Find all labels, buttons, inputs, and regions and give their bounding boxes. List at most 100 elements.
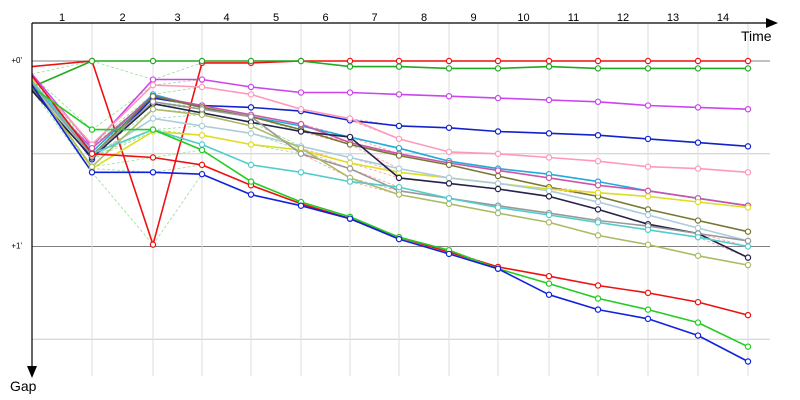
data-point [594, 306, 602, 313]
data-point [644, 211, 652, 219]
data-point [395, 57, 403, 65]
data-point [149, 154, 157, 161]
position-connector [91, 157, 154, 168]
data-point [297, 120, 305, 128]
data-point [149, 57, 157, 65]
x-axis-label: Time [741, 28, 772, 44]
data-point [88, 169, 96, 176]
data-point [694, 319, 702, 326]
data-point [346, 215, 354, 222]
position-connector [300, 129, 351, 144]
data-point [247, 83, 255, 91]
data-point [445, 148, 453, 156]
data-point [594, 65, 602, 72]
data-point [494, 204, 502, 211]
lap-label: 5 [273, 12, 279, 24]
data-point [198, 141, 206, 148]
data-point [247, 122, 255, 130]
position-connector [152, 101, 203, 108]
data-point [445, 250, 453, 258]
data-point [744, 343, 752, 350]
data-point [297, 128, 305, 135]
data-point [247, 57, 255, 65]
position-connectors [31, 60, 749, 362]
data-point [346, 154, 354, 161]
data-point [694, 57, 702, 65]
y-axis-label: Gap [10, 378, 37, 394]
data-point [594, 98, 602, 106]
data-point [149, 241, 157, 248]
data-point [247, 178, 255, 185]
data-point [494, 94, 502, 102]
data-point [198, 111, 206, 118]
data-point [395, 235, 403, 243]
data-point [594, 198, 602, 206]
data-point [395, 135, 403, 143]
data-point [346, 141, 354, 148]
y-axis-arrow-icon [27, 366, 37, 378]
data-point [744, 204, 752, 211]
data-point [445, 174, 453, 182]
data-point [694, 65, 702, 72]
data-point [644, 206, 652, 213]
lap-label: 3 [174, 12, 180, 24]
data-point [545, 63, 553, 70]
data-point [494, 209, 502, 217]
data-point [694, 165, 702, 172]
data-point [545, 57, 553, 65]
lap-label: 10 [517, 12, 529, 24]
data-point [247, 191, 255, 198]
data-point [494, 167, 502, 174]
data-point [494, 65, 502, 72]
y-tick-labels: +0' +1' [11, 56, 22, 251]
position-connector [697, 233, 749, 247]
position-connector [152, 149, 203, 158]
data-point [644, 241, 652, 248]
data-point [644, 306, 652, 313]
position-connector [91, 172, 154, 245]
data-point [149, 126, 157, 133]
position-connector [31, 75, 93, 130]
data-point [395, 144, 403, 152]
data-point [395, 63, 403, 70]
data-point [346, 63, 354, 70]
data-point [744, 228, 752, 235]
position-connector [300, 149, 351, 169]
data-point [545, 291, 553, 298]
position-connector [448, 249, 499, 268]
series-lines [31, 60, 749, 363]
lap-label: 11 [568, 12, 579, 24]
data-point [694, 332, 702, 339]
data-point [744, 243, 752, 250]
data-point [149, 115, 157, 122]
lap-label: 12 [617, 12, 629, 24]
data-point [644, 65, 652, 72]
data-point [494, 172, 502, 180]
data-point [395, 191, 403, 198]
data-point [694, 252, 702, 259]
data-point [545, 193, 553, 200]
position-connector [91, 84, 154, 130]
data-point [149, 81, 157, 89]
data-point [346, 89, 354, 96]
data-point [395, 152, 403, 159]
position-connector [349, 168, 400, 188]
position-connector [152, 114, 203, 119]
data-point [644, 57, 652, 65]
data-point [545, 174, 553, 182]
data-point [744, 57, 752, 65]
data-point [88, 126, 96, 133]
data-point [395, 174, 403, 182]
data-point [247, 141, 255, 148]
series-line [31, 88, 749, 233]
data-point [744, 311, 752, 319]
data-point [88, 150, 96, 157]
data-point [594, 282, 602, 289]
data-point [445, 57, 453, 65]
position-connector [152, 86, 203, 95]
position-connector [250, 116, 302, 132]
data-point [644, 135, 652, 143]
data-point [494, 265, 502, 272]
data-point [445, 195, 453, 202]
